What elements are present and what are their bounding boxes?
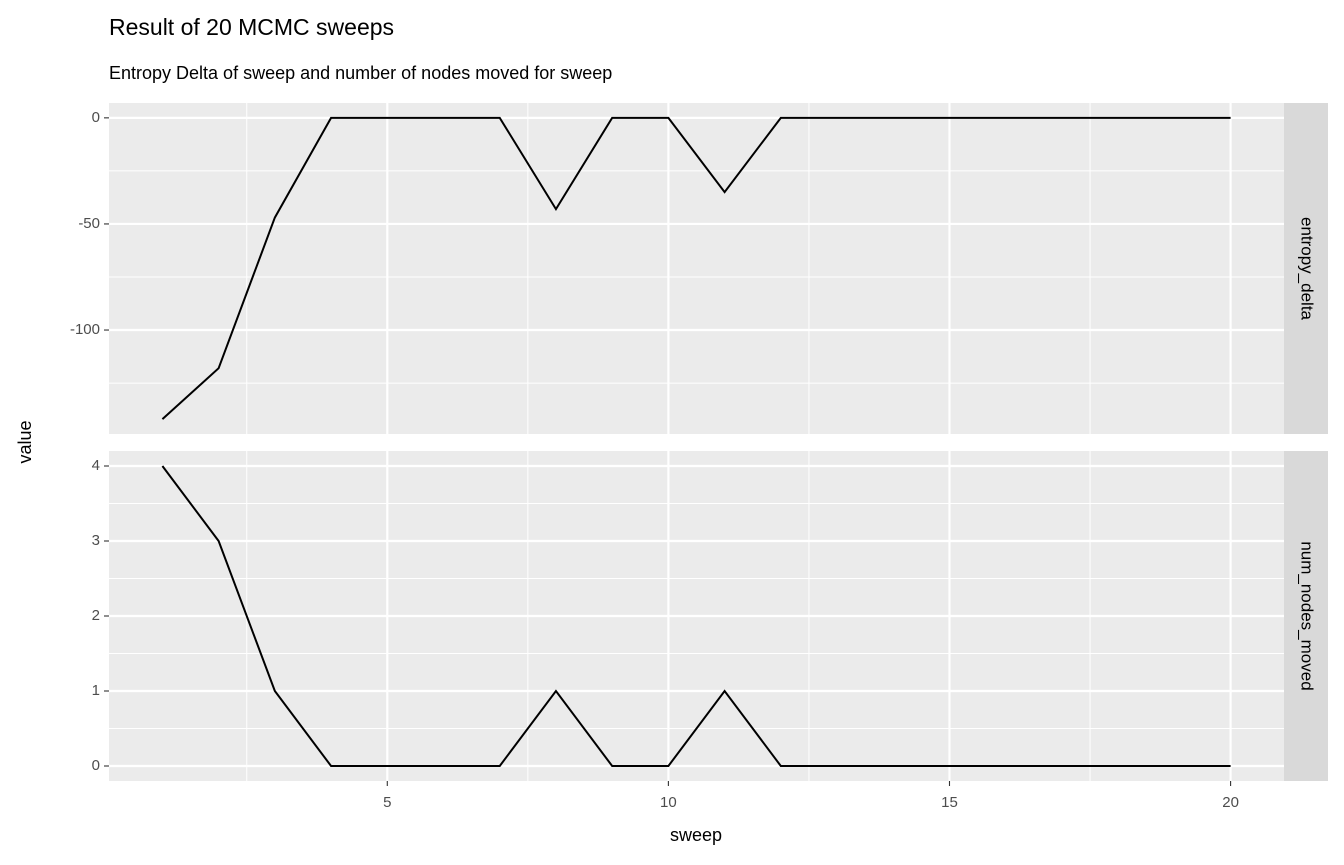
- y-axis-title: value: [15, 420, 35, 463]
- y-tick-label: 0: [92, 757, 100, 774]
- chart-title: Result of 20 MCMC sweeps: [109, 14, 394, 40]
- y-tick-label: 1: [92, 682, 100, 699]
- strip-background: [1284, 103, 1328, 434]
- x-tick-label: 15: [941, 794, 958, 811]
- y-tick-label: -50: [78, 215, 100, 232]
- x-tick-label: 20: [1222, 794, 1239, 811]
- y-tick-label: 4: [92, 457, 100, 474]
- y-tick-label: 2: [92, 607, 100, 624]
- y-tick-label: -100: [70, 321, 100, 338]
- data-line: [161, 465, 1231, 767]
- y-tick-label: 3: [92, 532, 100, 549]
- strip-label: entropy_delta: [1298, 217, 1317, 321]
- data-line: [161, 116, 1231, 420]
- x-tick-label: 10: [660, 794, 677, 811]
- strip-label: num_nodes_moved: [1298, 541, 1317, 690]
- x-axis-title: sweep: [670, 825, 722, 845]
- y-tick-label: 0: [92, 109, 100, 126]
- chart-subtitle: Entropy Delta of sweep and number of nod…: [109, 63, 612, 83]
- panel-background: [109, 103, 1284, 434]
- x-tick-label: 5: [383, 794, 391, 811]
- strip-background: [1284, 451, 1328, 781]
